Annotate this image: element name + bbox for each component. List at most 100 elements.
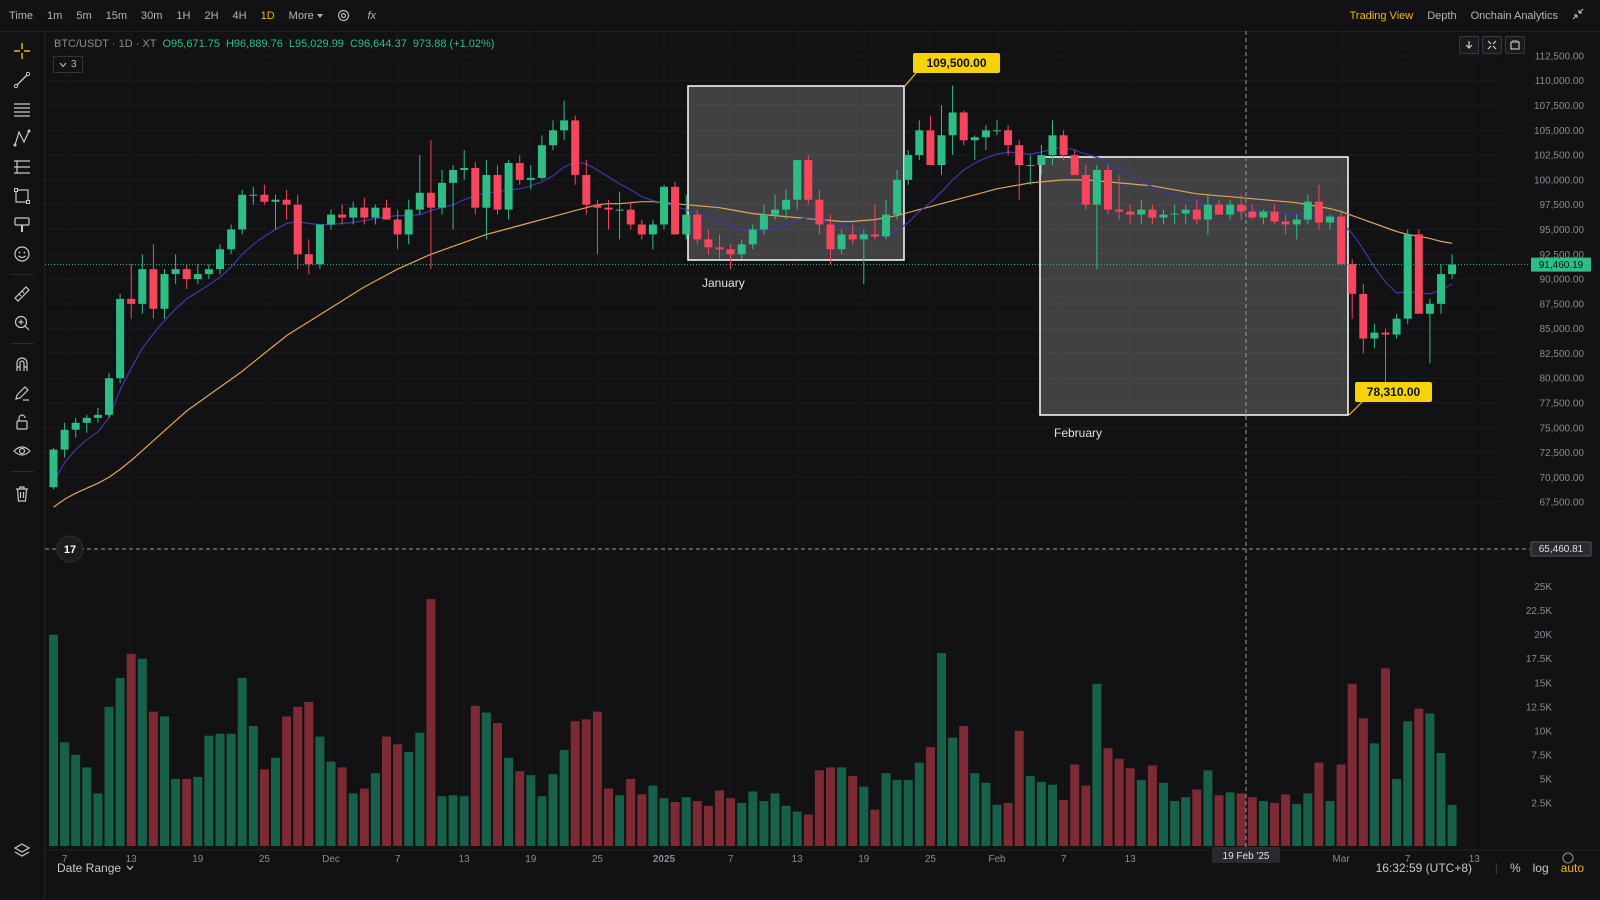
low-callout-leader (1348, 401, 1363, 416)
candle-body (1259, 211, 1268, 218)
download-icon[interactable] (1459, 36, 1479, 54)
candle-body (293, 204, 302, 255)
settings-icon[interactable] (337, 9, 351, 23)
date-range-dropdown[interactable]: Date Range (57, 861, 134, 875)
volume-bar (193, 777, 203, 846)
draw-mode-icon[interactable] (11, 382, 33, 404)
ruler-icon[interactable] (11, 283, 33, 305)
timeframe-4h[interactable]: 4H (232, 9, 247, 22)
volume-bar (526, 775, 536, 846)
timeframe-1m[interactable]: 1m (47, 9, 63, 22)
volume-tick: 25K (1534, 582, 1552, 593)
symbol-label[interactable]: BTC/USDT · 1D · XT (54, 38, 157, 50)
timeframe-15m[interactable]: 15m (105, 9, 128, 22)
volume-bar (1392, 778, 1402, 846)
volume-bar (692, 801, 702, 846)
volume-bar (160, 716, 169, 846)
volume-bar (1192, 789, 1202, 846)
timeframe-30m[interactable]: 30m (141, 9, 163, 22)
more-timeframes-dropdown[interactable]: More (289, 10, 323, 22)
volume-bar (870, 809, 880, 846)
time-tick: 13 (459, 854, 471, 865)
volume-bar (981, 782, 991, 846)
fullscreen-icon[interactable] (1482, 36, 1502, 54)
volume-bar (393, 744, 403, 846)
candle-body (182, 269, 191, 280)
volume-bar (1369, 743, 1379, 846)
volume-bar (670, 802, 680, 846)
candle-body (1059, 135, 1068, 156)
time-tick: 25 (925, 854, 937, 865)
last-price-label: 91,460.19 (1539, 260, 1584, 271)
crosshair-date-label: 19 Feb '25 (1223, 851, 1270, 862)
fib-retracement-icon[interactable] (11, 156, 33, 178)
toolbar-divider (10, 471, 34, 472)
candle-body (904, 155, 913, 180)
candle-body (926, 130, 935, 166)
volume-bar (1203, 770, 1213, 846)
rectangle-icon[interactable] (11, 185, 33, 207)
candle-body (582, 174, 591, 205)
time-selector[interactable]: Time (9, 9, 34, 22)
candle-body (1403, 234, 1412, 319)
clock-utc[interactable]: 16:32:59 (UTC+8) (1375, 861, 1472, 875)
time-tick: 13 (126, 854, 138, 865)
tab-trading-view[interactable]: Trading View (1349, 9, 1414, 22)
top-toolbar: Time 1m 5m 15m 30m 1H 2H 4H 1D More fx T… (0, 0, 1600, 32)
magnet-icon[interactable] (11, 353, 33, 375)
candle-body (116, 298, 125, 379)
tab-onchain-analytics[interactable]: Onchain Analytics (1470, 9, 1558, 22)
volume-bar (271, 757, 280, 846)
auto-scale-toggle[interactable]: auto (1560, 861, 1584, 875)
volume-bar (493, 723, 502, 846)
volume-bars (49, 599, 1457, 846)
log-scale-toggle[interactable]: log (1532, 861, 1549, 875)
zoom-in-icon[interactable] (11, 312, 33, 334)
indicators-toggle[interactable]: 3 (53, 56, 83, 73)
tab-depth[interactable]: Depth (1427, 9, 1457, 22)
volume-tick: 10K (1534, 726, 1552, 737)
timeframe-2h[interactable]: 2H (204, 9, 219, 22)
volume-bar (248, 726, 258, 846)
low-value: L95,029.99 (288, 38, 344, 50)
candle-body (1159, 214, 1168, 218)
emoji-icon[interactable] (11, 243, 33, 265)
horizontal-lines-icon[interactable] (11, 98, 33, 120)
volume-bar (914, 762, 924, 846)
ma-slow-line (53, 179, 1453, 508)
candle-body (404, 209, 413, 235)
volume-bar (1070, 764, 1080, 846)
timeframe-5m[interactable]: 5m (76, 9, 92, 22)
candle-body (1437, 274, 1445, 304)
volume-bar (104, 706, 114, 846)
candle-body (648, 224, 657, 235)
layers-icon[interactable] (13, 842, 31, 863)
crosshair-icon[interactable] (11, 40, 33, 62)
pattern-icon[interactable] (11, 127, 33, 149)
candle-body (60, 429, 69, 450)
volume-bar (770, 793, 780, 846)
timeframe-1h[interactable]: 1H (176, 9, 191, 22)
candle-body (71, 422, 80, 430)
candle-body (227, 229, 236, 250)
volume-bar (826, 767, 835, 846)
percent-scale-toggle[interactable]: % (1509, 861, 1521, 875)
screenshot-icon[interactable] (1505, 36, 1525, 54)
indicators-fx-icon[interactable]: fx (367, 9, 377, 22)
candle-body (49, 449, 58, 488)
eye-icon[interactable] (11, 440, 33, 462)
volume-bar (1181, 797, 1191, 846)
candle-body (1203, 204, 1212, 220)
candle-body (460, 167, 469, 170)
box-label-february: February (1054, 426, 1102, 440)
view-switcher: Trading View Depth Onchain Analytics (1350, 0, 1584, 31)
collapse-icon[interactable] (1572, 8, 1584, 23)
timeframe-1d[interactable]: 1D (260, 9, 275, 22)
volume-bar (581, 719, 591, 846)
trash-icon[interactable] (11, 483, 33, 505)
volume-bar (659, 798, 669, 846)
trendline-icon[interactable] (11, 69, 33, 91)
brush-icon[interactable] (11, 214, 33, 236)
lock-icon[interactable] (11, 411, 33, 433)
